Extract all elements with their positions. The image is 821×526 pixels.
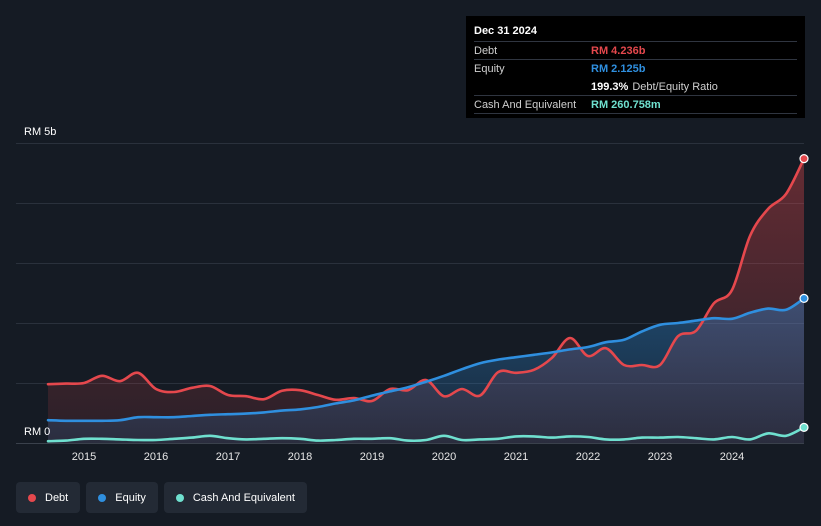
- line-equity: [46, 297, 806, 423]
- x-tick-2015: 2015: [72, 451, 96, 463]
- end-markers: [799, 154, 809, 432]
- tooltip-cash-value: RM 260.758m: [591, 98, 661, 111]
- legend-equity-label: Equity: [115, 491, 146, 504]
- x-tick-2020: 2020: [432, 451, 456, 463]
- line-cash-and-equivalent: [46, 426, 806, 443]
- y-tick-5: RM 5b: [24, 126, 56, 138]
- y-axis: RM 5b RM 0: [24, 126, 56, 438]
- tooltip-row-ratio: 199.3% Debt/Equity Ratio: [474, 77, 797, 95]
- chart-legend: Debt Equity Cash And Equivalent: [16, 482, 307, 513]
- legend-item-equity[interactable]: Equity: [86, 482, 158, 513]
- series-areas: [48, 158, 804, 443]
- x-tick-2018: 2018: [288, 451, 312, 463]
- area-equity: [48, 298, 804, 443]
- legend-item-cash[interactable]: Cash And Equivalent: [163, 482, 307, 513]
- x-tick-2022: 2022: [576, 451, 600, 463]
- end-marker-debt: [799, 154, 809, 164]
- x-tick-2023: 2023: [648, 451, 672, 463]
- x-tick-2016: 2016: [144, 451, 168, 463]
- line-debt: [46, 157, 806, 403]
- tooltip-cash-label: Cash And Equivalent: [474, 98, 577, 111]
- x-tick-2021: 2021: [504, 451, 528, 463]
- cash-dot-icon: [175, 493, 184, 502]
- tooltip-equity-label: Equity: [474, 62, 505, 75]
- end-marker-cash-and-equivalent: [799, 422, 809, 432]
- legend-cash-label: Cash And Equivalent: [192, 491, 295, 504]
- x-axis: 2015 2016 2017 2018 2019 2020 2021 2022 2023 2024: [72, 451, 744, 463]
- tooltip-row-debt: Debt RM 4.236b: [474, 41, 797, 59]
- x-tick-2024: 2024: [720, 451, 744, 463]
- tooltip-debt-value: RM 4.236b: [591, 44, 646, 57]
- tooltip-date: Dec 31 2024: [474, 25, 537, 37]
- tooltip-equity-value: RM 2.125b: [591, 62, 646, 75]
- tooltip-row-cash: Cash And Equivalent RM 260.758m: [474, 95, 797, 114]
- series-lines: [46, 157, 806, 443]
- y-tick-0: RM 0: [24, 426, 50, 438]
- value-tooltip: Dec 31 2024 Debt RM 4.236b Equity RM 2.1…: [466, 16, 805, 118]
- debt-dot-icon: [28, 493, 36, 502]
- end-marker-equity: [799, 293, 809, 303]
- tooltip-ratio-label: Debt/Equity Ratio: [632, 80, 718, 93]
- tooltip-ratio-value: 199.3%: [591, 80, 629, 93]
- x-tick-2019: 2019: [360, 451, 384, 463]
- tooltip-row-equity: Equity RM 2.125b: [474, 59, 797, 77]
- legend-debt-label: Debt: [45, 491, 69, 504]
- x-tick-2017: 2017: [216, 451, 240, 463]
- equity-dot-icon: [98, 493, 107, 502]
- legend-item-debt[interactable]: Debt: [16, 482, 81, 513]
- tooltip-debt-label: Debt: [474, 44, 498, 57]
